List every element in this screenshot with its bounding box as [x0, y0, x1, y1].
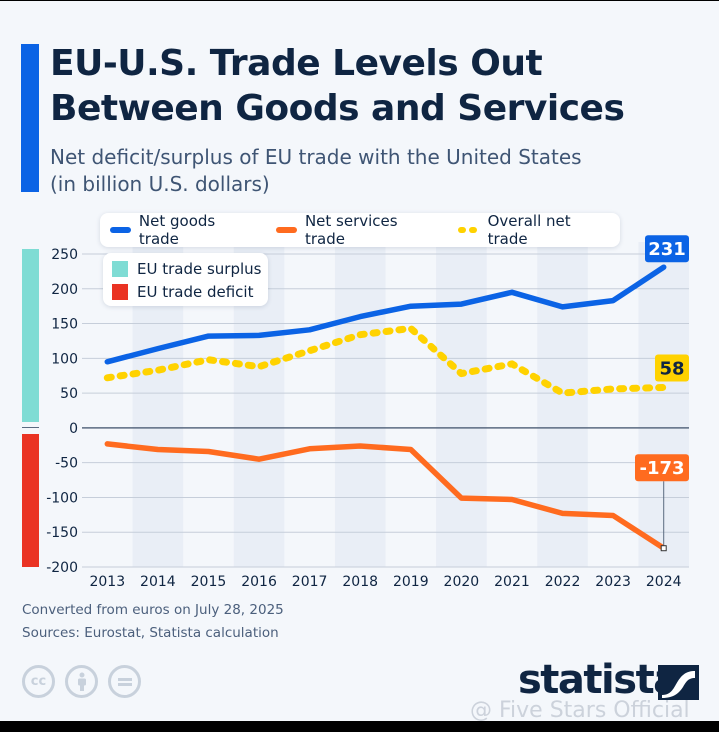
- value-label-box: [645, 235, 689, 263]
- zero-separator: [22, 427, 39, 428]
- title-line-1: EU-U.S. Trade Levels Out: [50, 43, 543, 84]
- subtitle-line-1: Net deficit/surplus of EU trade with the…: [50, 145, 582, 169]
- statista-logo[interactable]: statista: [518, 657, 680, 703]
- value-label: -173: [639, 458, 684, 479]
- x-tick-label: 2015: [191, 574, 227, 590]
- legend-label-goods: Net goods trade: [138, 212, 216, 248]
- deficit-label: EU trade deficit: [137, 282, 254, 301]
- column-band: [436, 242, 487, 567]
- x-tick-label: 2014: [140, 574, 176, 590]
- surplus-swatch: [112, 260, 128, 277]
- x-tick-label: 2022: [545, 574, 581, 590]
- legend-swatch-goods: [110, 227, 131, 233]
- surplus-label: EU trade surplus: [137, 259, 262, 278]
- services-line: [104, 441, 667, 551]
- y-tick-label: 200: [51, 282, 78, 298]
- legend-swatch-services: [276, 227, 297, 233]
- x-tick-label: 2020: [444, 574, 480, 590]
- subtitle-line-2: (in billion U.S. dollars): [50, 172, 270, 196]
- y-tick-label: -150: [46, 525, 78, 541]
- statista-logo-mark: [658, 665, 699, 700]
- y-tick-label: 100: [51, 351, 78, 367]
- deficit-zone-bar: [22, 434, 39, 567]
- x-tick-label: 2013: [89, 574, 125, 590]
- value-label-box: [655, 354, 689, 382]
- zone-legend-surplus: EU trade surplus: [112, 257, 268, 280]
- x-tick-label: 2016: [241, 574, 277, 590]
- sources-note: Sources: Eurostat, Statista calculation: [22, 625, 279, 641]
- surplus-zone-bar: [22, 249, 39, 422]
- annotation-marker: [660, 545, 667, 552]
- deficit-swatch: [112, 283, 128, 300]
- legend-item-services: Net services trade: [276, 212, 436, 248]
- x-tick-label: 2017: [292, 574, 328, 590]
- zone-legend-deficit: EU trade deficit: [112, 280, 268, 303]
- y-tick-label: 50: [60, 386, 78, 402]
- x-tick-label: 2024: [646, 574, 682, 590]
- nd-icon[interactable]: [108, 665, 141, 698]
- y-tick-label: 250: [51, 247, 78, 263]
- value-label: 58: [659, 359, 684, 380]
- y-tick-label: -100: [46, 490, 78, 506]
- column-band: [537, 242, 588, 567]
- series-legend: Net goods trade Net services trade Overa…: [100, 212, 620, 248]
- x-tick-label: 2023: [595, 574, 631, 590]
- legend-item-goods: Net goods trade: [110, 212, 254, 248]
- x-tick-label: 2019: [393, 574, 429, 590]
- conversion-note: Converted from euros on July 28, 2025: [22, 602, 284, 618]
- overall-line: [103, 324, 668, 397]
- value-label: 231: [648, 239, 686, 260]
- legend-swatch-overall: [457, 227, 480, 233]
- y-tick-label: 0: [69, 421, 78, 437]
- value-label-box: [635, 454, 689, 482]
- chart-subtitle: Net deficit/surplus of EU trade with the…: [50, 144, 582, 198]
- cc-icon[interactable]: cc: [22, 665, 55, 698]
- y-tick-label: -200: [46, 560, 78, 576]
- title-accent-bar: [21, 44, 39, 192]
- legend-label-services: Net services trade: [304, 212, 398, 248]
- chart-title: EU-U.S. Trade Levels Out Between Goods a…: [50, 41, 625, 131]
- y-tick-label: 150: [51, 317, 78, 333]
- x-tick-label: 2018: [342, 574, 378, 590]
- y-tick-label: -50: [55, 456, 78, 472]
- by-icon[interactable]: [65, 665, 98, 698]
- zone-legend: EU trade surplus EU trade deficit: [103, 253, 268, 306]
- goods-line: [104, 264, 667, 365]
- column-band: [334, 242, 386, 567]
- title-line-2: Between Goods and Services: [50, 88, 625, 129]
- x-tick-label: 2021: [494, 574, 530, 590]
- legend-item-overall: Overall net trade: [457, 212, 608, 248]
- watermark: @ Five Stars Official: [470, 698, 690, 723]
- legend-label-overall: Overall net trade: [487, 212, 571, 248]
